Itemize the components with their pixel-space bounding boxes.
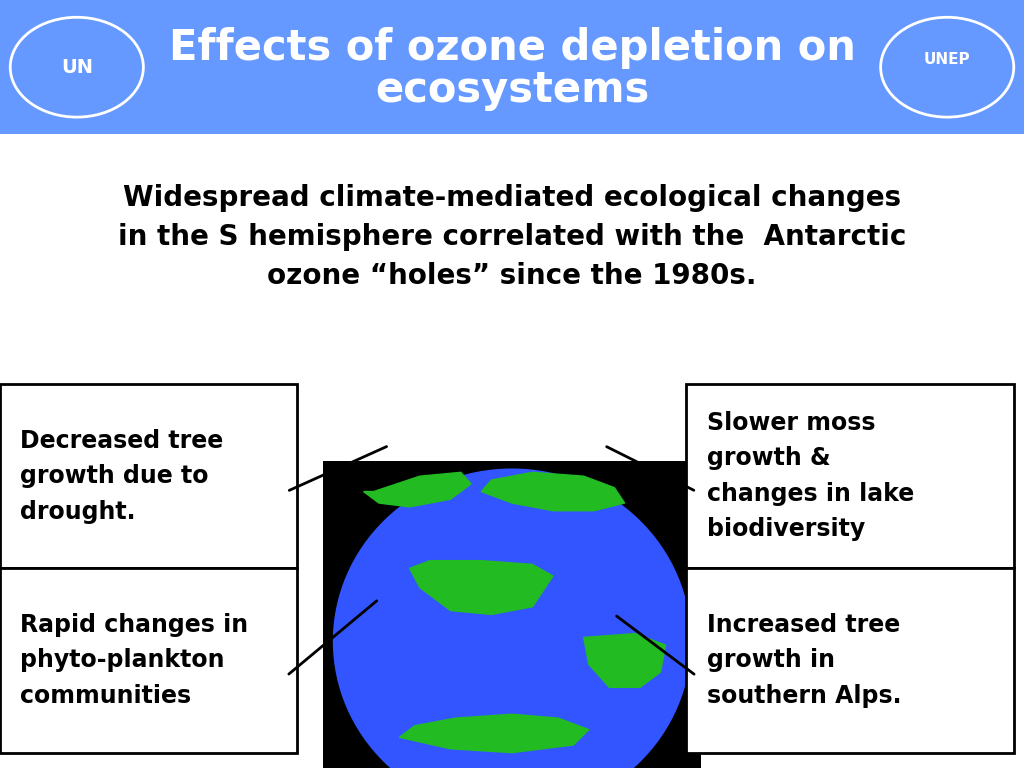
FancyBboxPatch shape xyxy=(686,568,1014,753)
FancyBboxPatch shape xyxy=(0,0,1024,134)
Polygon shape xyxy=(584,634,666,687)
Ellipse shape xyxy=(333,468,691,768)
Text: UNEP: UNEP xyxy=(924,52,971,67)
FancyBboxPatch shape xyxy=(323,461,701,768)
FancyBboxPatch shape xyxy=(686,384,1014,568)
Text: Slower moss
growth &
changes in lake
biodiversity: Slower moss growth & changes in lake bio… xyxy=(707,411,913,541)
Text: Increased tree
growth in
southern Alps.: Increased tree growth in southern Alps. xyxy=(707,613,901,708)
Polygon shape xyxy=(410,561,553,614)
FancyBboxPatch shape xyxy=(0,568,297,753)
Polygon shape xyxy=(399,714,589,753)
Text: Decreased tree
growth due to
drought.: Decreased tree growth due to drought. xyxy=(20,429,223,524)
FancyBboxPatch shape xyxy=(0,384,297,568)
Text: UN: UN xyxy=(60,58,93,77)
Polygon shape xyxy=(364,472,471,507)
Text: ecosystems: ecosystems xyxy=(375,69,649,111)
Text: Rapid changes in
phyto-plankton
communities: Rapid changes in phyto-plankton communit… xyxy=(20,613,249,708)
Text: Widespread climate-mediated ecological changes
in the S hemisphere correlated wi: Widespread climate-mediated ecological c… xyxy=(118,184,906,290)
Text: Effects of ozone depletion on: Effects of ozone depletion on xyxy=(169,27,855,69)
Polygon shape xyxy=(481,472,625,511)
